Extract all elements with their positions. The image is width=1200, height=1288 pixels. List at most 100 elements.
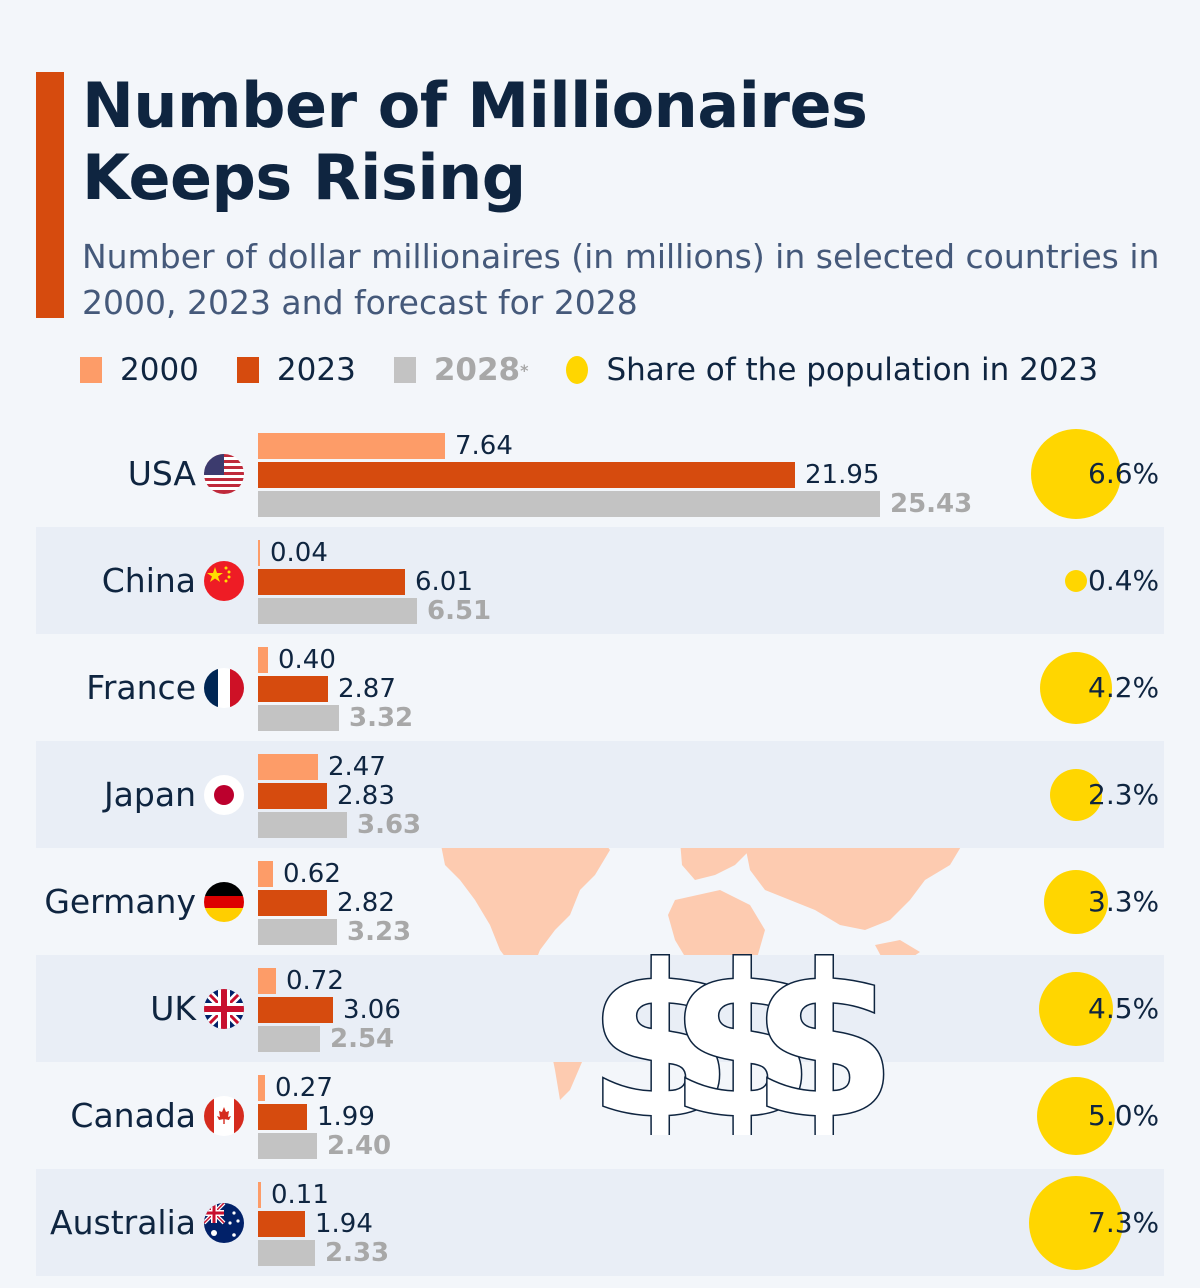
share-label: 4.2% — [1088, 671, 1160, 704]
bar-2028 — [258, 491, 880, 517]
dollar-signs-icon: $ $ $ — [595, 945, 895, 1135]
bar-2028 — [258, 1240, 315, 1266]
share-circle — [1026, 634, 1126, 741]
value-label: 25.43 — [890, 489, 973, 519]
legend-label: 2023 — [276, 352, 356, 388]
legend-item-2028: 2028 * — [393, 352, 529, 388]
country-label: UK — [150, 989, 196, 1028]
bar-2023 — [258, 1104, 307, 1130]
value-label: 6.51 — [427, 596, 492, 626]
country-label: Germany — [44, 882, 196, 921]
country-label: Canada — [70, 1096, 196, 1135]
france-flag-icon — [204, 668, 244, 708]
legend-label: 2028 — [433, 352, 521, 388]
legend-swatch-2000 — [80, 357, 102, 383]
share-circle — [1026, 1062, 1126, 1169]
chart-subtitle: Number of dollar millionaires (in millio… — [82, 237, 1160, 322]
value-label: 2.87 — [338, 674, 396, 704]
bar-2000 — [258, 1182, 261, 1208]
country-label: Japan — [103, 775, 196, 814]
value-label: 0.62 — [283, 859, 341, 889]
value-label: 3.32 — [349, 703, 414, 733]
legend-item-2000: 2000 — [80, 352, 199, 388]
legend-label: Share of the population in 2023 — [606, 352, 1099, 388]
value-label: 2.82 — [337, 888, 395, 918]
legend-label: 2000 — [120, 352, 199, 388]
bar-2000 — [258, 540, 260, 566]
bar-2023 — [258, 997, 333, 1023]
value-label: 0.04 — [270, 538, 328, 568]
share-circle — [1026, 527, 1126, 634]
value-label: 3.23 — [347, 917, 412, 947]
chart-title: Number of Millionaires Keeps Rising — [82, 69, 868, 214]
value-label: 0.40 — [278, 645, 336, 675]
legend-item-2023: 2023 — [236, 352, 356, 388]
chart-rows: USA 7.64 21.95 25.43 6.6% China 0.04 6.0… — [36, 420, 1164, 1276]
bar-2023 — [258, 1211, 305, 1237]
value-label: 2.33 — [325, 1238, 390, 1268]
table-row: Canada 0.27 1.99 2.40 5.0% — [36, 1062, 1164, 1169]
share-circle — [1026, 741, 1126, 848]
table-row: UK 0.72 3.06 2.54 4.5% — [36, 955, 1164, 1062]
bar-2000 — [258, 433, 445, 459]
bar-group: 7.64 21.95 25.43 — [258, 433, 972, 520]
share-circle — [1026, 848, 1126, 955]
value-label: 0.11 — [271, 1180, 329, 1210]
title-line-2: Keeps Rising — [82, 141, 526, 214]
bar-2028 — [258, 598, 417, 624]
bar-2023 — [258, 783, 327, 809]
australia-flag-icon — [204, 1203, 244, 1243]
bar-group: 0.11 1.94 2.33 — [258, 1182, 389, 1269]
bar-group: 2.47 2.83 3.63 — [258, 754, 421, 841]
uk-flag-icon — [204, 989, 244, 1029]
legend: 2000 2023 2028 * Share of the population … — [80, 352, 1136, 388]
country-label: China — [101, 561, 196, 600]
bar-2028 — [258, 812, 347, 838]
share-label: 5.0% — [1088, 1099, 1160, 1132]
value-label: 2.47 — [328, 752, 386, 782]
value-label: 0.72 — [286, 966, 344, 996]
share-label: 4.5% — [1088, 992, 1160, 1025]
legend-footnote-marker: * — [520, 360, 529, 380]
table-row: China 0.04 6.01 6.51 0.4% — [36, 527, 1164, 634]
title-line-1: Number of Millionaires — [82, 69, 868, 142]
bar-group: 0.72 3.06 2.54 — [258, 968, 401, 1055]
share-circle — [1026, 955, 1126, 1062]
value-label: 2.40 — [327, 1131, 392, 1161]
bar-group: 0.27 1.99 2.40 — [258, 1075, 391, 1162]
bar-2000 — [258, 861, 273, 887]
svg-text:$: $ — [595, 945, 733, 1135]
value-label: 2.54 — [330, 1024, 395, 1054]
share-label: 7.3% — [1088, 1206, 1160, 1239]
title-accent-bar — [36, 72, 64, 318]
share-label: 2.3% — [1088, 778, 1160, 811]
svg-text:$: $ — [751, 945, 895, 1135]
value-label: 21.95 — [805, 460, 880, 490]
value-label: 3.06 — [343, 995, 401, 1025]
bar-2023 — [258, 569, 405, 595]
legend-swatch-2023 — [236, 357, 259, 383]
share-label: 0.4% — [1088, 564, 1160, 597]
bar-group: 0.40 2.87 3.32 — [258, 647, 413, 734]
canada-flag-icon — [204, 1096, 244, 1136]
bar-group: 0.04 6.01 6.51 — [258, 540, 491, 627]
bar-2028 — [258, 705, 339, 731]
country-label: USA — [127, 454, 196, 493]
bar-2023 — [258, 676, 328, 702]
country-label: France — [86, 668, 196, 707]
table-row: Japan 2.47 2.83 3.63 2.3% — [36, 741, 1164, 848]
bar-2000 — [258, 1075, 265, 1101]
value-label: 3.63 — [357, 810, 422, 840]
value-label: 1.99 — [317, 1102, 375, 1132]
country-label: Australia — [50, 1203, 196, 1242]
value-label: 7.64 — [455, 431, 513, 461]
share-circle — [1026, 1169, 1126, 1276]
bar-2028 — [258, 1026, 320, 1052]
share-label: 3.3% — [1088, 885, 1160, 918]
bar-2028 — [258, 919, 337, 945]
germany-flag-icon — [204, 882, 244, 922]
table-row: France 0.40 2.87 3.32 4.2% — [36, 634, 1164, 741]
share-label: 6.6% — [1088, 457, 1160, 490]
value-label: 0.27 — [275, 1073, 333, 1103]
bar-2000 — [258, 647, 268, 673]
